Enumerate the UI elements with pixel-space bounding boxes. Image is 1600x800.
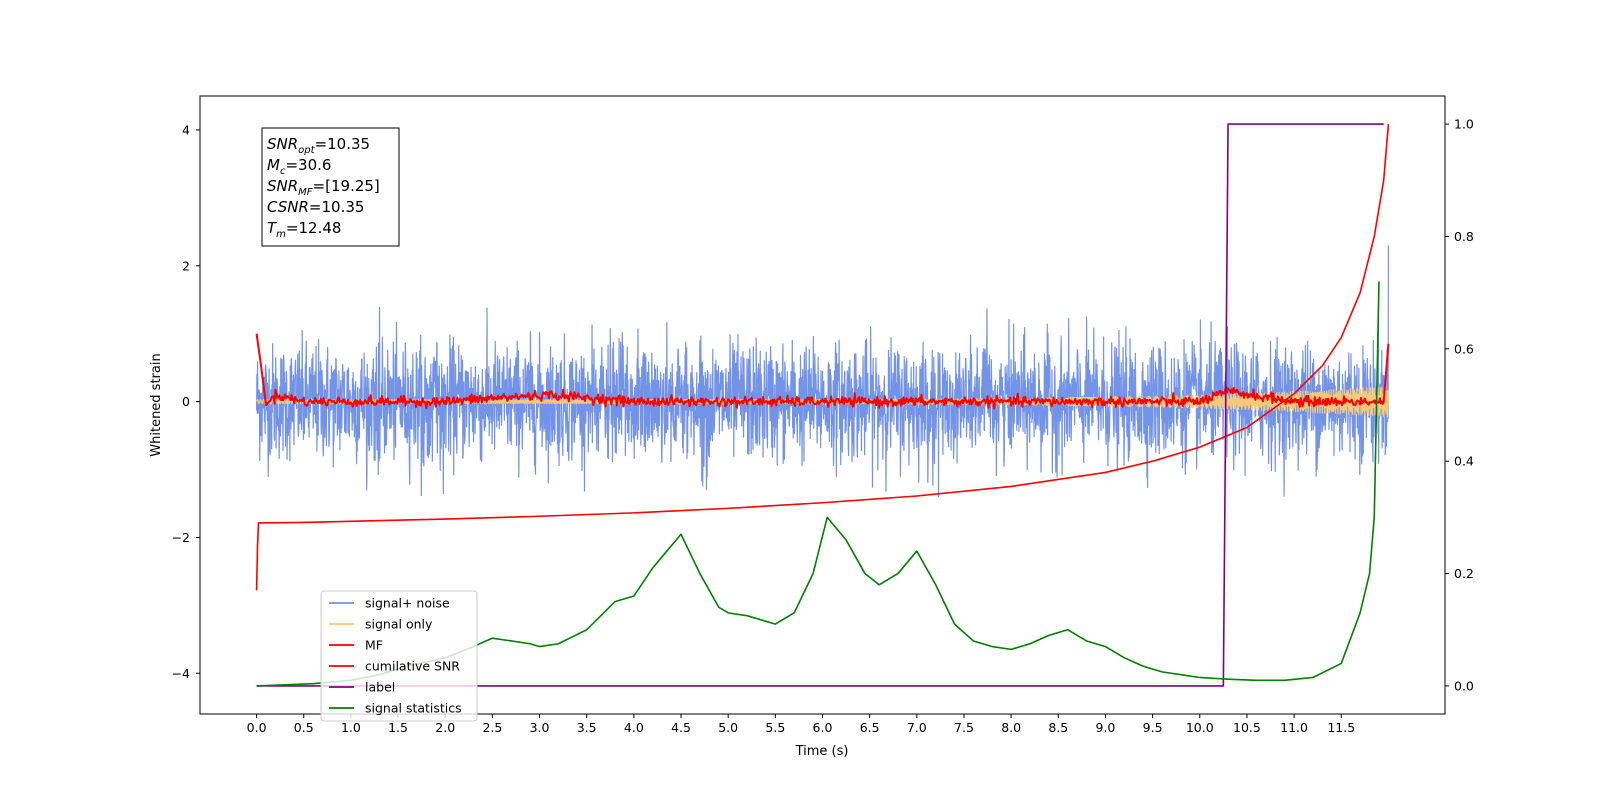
x-tick-label: 1.0 (341, 720, 361, 735)
y-tick-label-left: 2 (182, 258, 190, 273)
x-tick-label: 9.0 (1096, 720, 1116, 735)
series-signal-statistics (256, 281, 1380, 687)
y-axis-right: 0.0 0.2 0.4 0.6 0.8 1.0 (1445, 117, 1474, 693)
legend-label: signal+ noise (365, 596, 450, 611)
annotation-line: CSNR=10.35 (267, 198, 364, 216)
x-tick-label: 9.5 (1143, 720, 1163, 735)
x-tick-label: 8.5 (1048, 720, 1068, 735)
x-tick-label: 2.5 (482, 720, 502, 735)
x-tick-label: 1.5 (388, 720, 408, 735)
x-tick-label: 7.5 (954, 720, 974, 735)
annotation-frame (261, 127, 400, 247)
x-tick-label: 8.0 (1001, 720, 1021, 735)
x-tick-label: 6.0 (813, 720, 833, 735)
x-tick-label: 4.0 (624, 720, 644, 735)
x-tick-label: 11.5 (1327, 720, 1355, 735)
annotation-line: SNRMF=[19.25] (267, 177, 380, 198)
x-tick-label: 0.5 (294, 720, 314, 735)
legend-label: signal only (365, 617, 433, 632)
annotation-line: Mc=30.6 (267, 156, 331, 177)
legend: signal+ noise signal only MF cumilative SNR… (320, 590, 478, 722)
series-mf (255, 333, 1390, 410)
series-signal-noise (255, 245, 1390, 498)
legend-frame (320, 590, 478, 722)
x-tick-label: 0.0 (247, 720, 267, 735)
x-tick-label: 3.5 (577, 720, 597, 735)
legend-label: label (365, 680, 395, 695)
legend-label: cumilative SNR (365, 659, 460, 674)
x-axis-label: Time (s) (795, 744, 849, 759)
x-tick-label: 10.5 (1233, 720, 1261, 735)
x-tick-label: 11.0 (1280, 720, 1308, 735)
y-tick-label-right: 0.4 (1454, 454, 1474, 469)
y-tick-label-right: 1.0 (1454, 117, 1474, 132)
series-layer (255, 123, 1390, 687)
x-axis: 0.0 0.5 1.0 1.5 2.0 2.5 3.0 3.5 4.0 4.5 5.0 5.5 6.0 6… (247, 714, 1355, 735)
y-axis-left: −4 −2 0 2 4 (172, 122, 200, 681)
y-tick-label-left: 4 (182, 122, 190, 137)
x-tick-label: 10.0 (1186, 720, 1214, 735)
y-tick-label-right: 0.2 (1454, 566, 1474, 581)
series-cumulative-snr (255, 124, 1390, 591)
legend-label: signal statistics (365, 701, 462, 716)
y-tick-label-left: −4 (172, 666, 190, 681)
annotation-line: SNRopt=10.35 (267, 135, 370, 156)
legend-label: MF (365, 638, 383, 653)
y-axis-label: Whitened strain (149, 353, 164, 456)
annotation-line: Tm=12.48 (267, 219, 341, 240)
y-tick-label-right: 0.0 (1454, 678, 1474, 693)
x-tick-label: 4.5 (671, 720, 691, 735)
x-tick-label: 5.5 (765, 720, 785, 735)
x-tick-label: 6.5 (860, 720, 880, 735)
y-tick-label-left: −2 (172, 530, 190, 545)
x-tick-label: 2.0 (435, 720, 455, 735)
series-label (256, 123, 1384, 687)
y-tick-label-right: 0.6 (1454, 341, 1474, 356)
x-tick-label: 5.0 (718, 720, 738, 735)
annotation-box: SNRopt=10.35Mc=30.6SNRMF=[19.25]CSNR=10.… (261, 127, 400, 247)
x-tick-label: 7.0 (907, 720, 927, 735)
y-tick-label-left: 0 (182, 394, 190, 409)
y-tick-label-right: 0.8 (1454, 229, 1474, 244)
x-tick-label: 3.0 (530, 720, 550, 735)
